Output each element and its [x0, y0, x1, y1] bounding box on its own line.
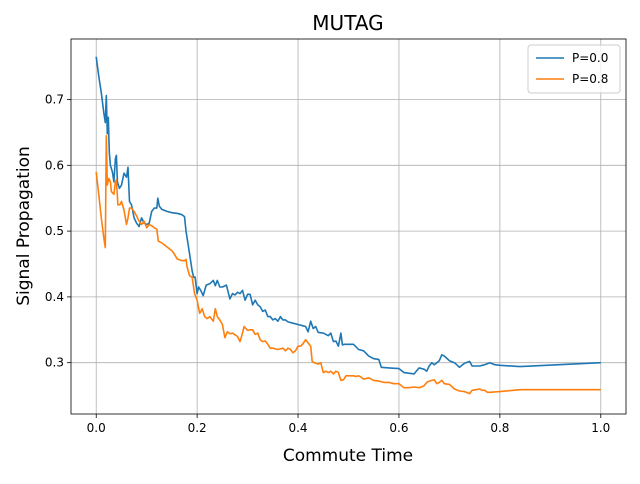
legend-label: P=0.0	[572, 51, 608, 65]
x-tick-label: 0.0	[87, 421, 106, 435]
x-axis-label: Commute Time	[283, 446, 413, 466]
chart-title: MUTAG	[312, 11, 383, 35]
plot-frame	[70, 38, 627, 415]
axis-ticks: 0.0 0.2 0.4 0.6 0.8 1.0 0.3 0.4 0.5 0.6 0.7	[45, 93, 610, 435]
series-lines	[95, 56, 601, 395]
y-tick-label: 0.3	[45, 356, 64, 370]
grid	[71, 39, 626, 414]
legend-label: P=0.8	[572, 72, 608, 86]
y-tick-label: 0.5	[45, 224, 64, 238]
y-tick-label: 0.7	[45, 93, 64, 107]
series-line-p-0-8	[95, 134, 601, 395]
y-tick-label: 0.4	[45, 290, 64, 304]
y-tick-label: 0.6	[45, 158, 64, 172]
x-tick-label: 0.2	[188, 421, 207, 435]
series-line-p-0-0	[95, 56, 601, 375]
x-tick-label: 1.0	[591, 421, 610, 435]
x-tick-label: 0.4	[288, 421, 307, 435]
y-axis-label: Signal Propagation	[14, 146, 34, 306]
x-tick-label: 0.6	[389, 421, 408, 435]
legend: P=0.0 P=0.8	[527, 44, 621, 94]
x-tick-label: 0.8	[490, 421, 509, 435]
legend-box	[527, 44, 621, 94]
